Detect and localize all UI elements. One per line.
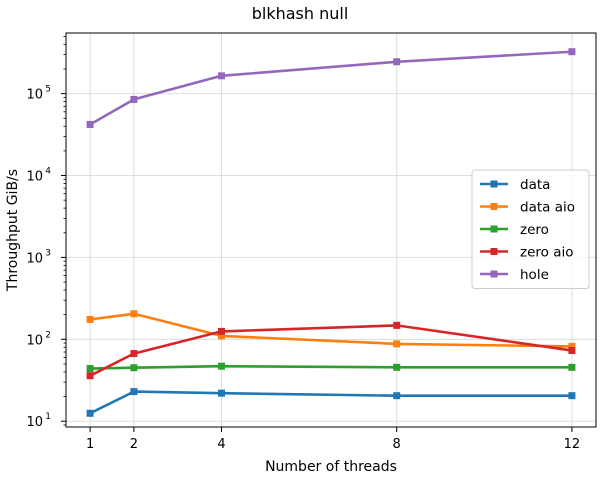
data-point xyxy=(393,340,401,348)
y-tick-exponent: 3 xyxy=(45,248,51,258)
legend-label: data xyxy=(520,177,550,193)
legend-swatch-marker xyxy=(490,248,498,255)
data-point xyxy=(86,315,94,323)
y-tick-label: 10 xyxy=(26,415,43,430)
data-point xyxy=(568,342,576,350)
grid xyxy=(66,33,596,427)
data-point xyxy=(568,347,576,355)
legend-swatch-marker xyxy=(490,180,498,188)
data-point xyxy=(86,372,94,380)
data-point xyxy=(568,48,576,56)
y-tick-label: 10 xyxy=(26,251,43,266)
x-tick-label: 4 xyxy=(217,437,225,452)
x-tick-label: 1 xyxy=(86,437,94,452)
data-point xyxy=(130,310,138,318)
legend: data data aio zero zero aio hole xyxy=(471,169,590,289)
data-point xyxy=(86,409,94,417)
y-tick-exponent: 2 xyxy=(45,330,51,340)
data-point xyxy=(217,389,225,397)
y-tick-label: 10 xyxy=(26,170,43,185)
legend-swatch-marker xyxy=(490,203,498,210)
y-tick-label: 10 xyxy=(26,333,43,348)
y-tick-exponent: 5 xyxy=(45,85,51,95)
legend-label: zero aio xyxy=(520,245,573,261)
y-axis-label: Throughput GiB/s xyxy=(5,169,21,292)
legend-label: data aio xyxy=(520,200,575,216)
data-point xyxy=(568,363,576,371)
plot-frame xyxy=(65,32,597,428)
data-point xyxy=(86,120,94,128)
series-line-zero xyxy=(88,364,574,370)
legend-box xyxy=(471,169,590,289)
y-tick-label: 10 xyxy=(26,88,43,103)
chart-title: blkhash null xyxy=(252,4,349,23)
data-point xyxy=(217,327,225,335)
legend-label: zero xyxy=(520,222,549,238)
x-axis-label: Number of threads xyxy=(265,459,397,475)
data-point xyxy=(217,332,225,340)
data-point xyxy=(393,363,401,371)
x-tick-label: 2 xyxy=(130,437,138,452)
y-tick-exponent: 4 xyxy=(45,167,51,177)
data-point xyxy=(217,362,225,370)
x-tick-label: 8 xyxy=(393,437,401,452)
data-point xyxy=(393,321,401,329)
legend-swatch-marker xyxy=(490,225,498,233)
data-point xyxy=(130,364,138,372)
data-point xyxy=(130,95,138,103)
data-point xyxy=(393,58,401,66)
data-point xyxy=(568,392,576,400)
legend-label: hole xyxy=(520,267,549,283)
data-point xyxy=(130,350,138,358)
legend-swatch-marker xyxy=(490,270,498,278)
data-point xyxy=(393,392,401,400)
x-tick-label: 12 xyxy=(564,437,581,452)
y-tick-exponent: 1 xyxy=(45,412,51,422)
series-lines xyxy=(86,48,576,417)
data-point xyxy=(86,365,94,373)
data-point xyxy=(130,388,138,396)
data-point xyxy=(217,72,225,80)
